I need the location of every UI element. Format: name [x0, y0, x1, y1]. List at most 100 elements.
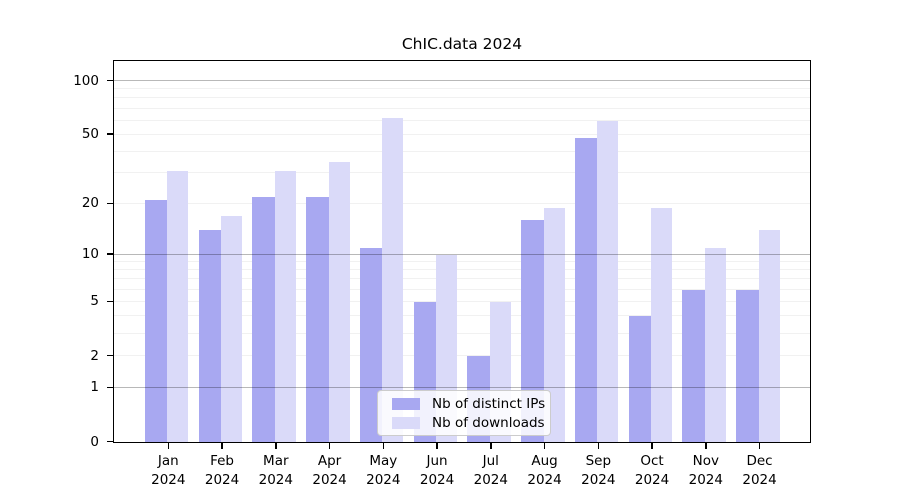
x-tick-year: 2024	[258, 472, 293, 488]
x-tick-month: Apr	[317, 453, 342, 469]
x-tick-label: Nov 2024	[674, 452, 738, 490]
plot-area	[113, 60, 811, 443]
gridline-minor	[114, 97, 810, 99]
x-tick-label: May 2024	[351, 452, 415, 490]
bar-distinct-ips	[682, 289, 705, 442]
x-tick-year: 2024	[312, 472, 347, 488]
y-tick-mark	[107, 386, 113, 389]
chart-title: ChIC.data 2024	[401, 35, 523, 53]
y-tick-mark	[107, 202, 113, 205]
x-tick-mark	[275, 443, 277, 449]
x-tick-month: Jan	[157, 453, 179, 469]
x-axis: Jan 2024 Feb 2024 Mar 2024 Apr 2024 May 2024 Jun 20…	[113, 443, 811, 498]
legend: Nb of distinct IPs Nb of downloads	[377, 390, 551, 436]
bar-distinct-ips	[628, 316, 652, 442]
y-axis: 100 50 20 10 5 2 1 0	[0, 60, 113, 450]
x-tick-month: Sep	[585, 453, 612, 469]
gridline-minor	[114, 269, 810, 271]
x-tick-year: 2024	[151, 472, 186, 488]
y-tick-label: 50	[81, 126, 99, 143]
y-tick-mark	[107, 133, 113, 135]
y-tick-mark	[107, 253, 113, 255]
x-tick-year: 2024	[473, 472, 508, 488]
gridline-minor	[114, 172, 810, 174]
gridline-minor	[114, 133, 810, 135]
legend-label-distinct-ips: Nb of distinct IPs	[432, 395, 546, 412]
legend-item-downloads: Nb of downloads	[386, 416, 545, 430]
y-tick-label: 1	[90, 379, 99, 396]
gridline-minor	[114, 332, 810, 334]
bar-distinct-ips	[144, 200, 168, 442]
x-tick-label: Jan 2024	[136, 452, 200, 490]
y-tick-label: 100	[73, 72, 99, 89]
y-tick-label: 20	[81, 195, 99, 212]
y-tick-mark	[107, 300, 113, 303]
bar-distinct-ips	[736, 289, 759, 442]
x-tick-mark	[758, 443, 761, 449]
bar-downloads	[221, 216, 243, 442]
bar-distinct-ips	[359, 247, 383, 442]
x-tick-label: Jul 2024	[459, 452, 523, 490]
bar-downloads	[543, 207, 565, 442]
x-tick-year: 2024	[581, 472, 616, 488]
bar-downloads	[167, 171, 189, 442]
bar-downloads	[704, 247, 726, 442]
x-tick-mark	[490, 443, 492, 449]
x-tick-month: Dec	[746, 453, 773, 469]
x-tick-month: Aug	[531, 453, 558, 469]
x-tick-mark	[651, 443, 653, 449]
bar-downloads	[597, 120, 619, 442]
bar-downloads	[651, 207, 673, 442]
x-tick-month: Mar	[263, 453, 289, 469]
gridline-major	[114, 386, 810, 388]
x-tick-year: 2024	[419, 472, 455, 488]
bar-downloads	[382, 118, 404, 442]
y-tick-label: 5	[90, 293, 99, 310]
bar-downloads	[274, 171, 296, 442]
x-tick-label: Oct 2024	[620, 452, 684, 490]
gridline-minor	[114, 202, 810, 204]
x-tick-year: 2024	[688, 472, 723, 488]
y-tick-mark	[107, 354, 113, 357]
x-tick-label: Dec 2024	[728, 452, 792, 490]
x-tick-year: 2024	[742, 472, 777, 488]
x-tick-month: Jun	[426, 453, 448, 469]
x-tick-year: 2024	[204, 472, 240, 488]
x-tick-year: 2024	[527, 472, 562, 488]
gridline-minor	[114, 260, 810, 262]
x-tick-year: 2024	[634, 472, 670, 488]
x-tick-year: 2024	[366, 472, 401, 488]
bar-downloads	[758, 230, 780, 442]
x-tick-mark	[328, 443, 331, 449]
gridline-major	[114, 253, 810, 255]
bar-distinct-ips	[252, 196, 275, 442]
x-tick-mark	[221, 443, 223, 449]
x-tick-month: Nov	[692, 453, 719, 469]
gridline-minor	[114, 150, 810, 152]
gridline-major	[114, 80, 810, 82]
y-tick-label: 2	[90, 347, 99, 364]
plot-inner	[114, 61, 810, 442]
x-tick-month: Oct	[640, 453, 664, 469]
bar-distinct-ips	[521, 220, 544, 442]
x-tick-label: Mar 2024	[244, 452, 308, 490]
x-tick-mark	[597, 443, 600, 449]
bar-downloads	[328, 161, 350, 442]
gridline-minor	[114, 300, 810, 302]
bar-distinct-ips	[574, 137, 598, 442]
y-tick-label: 10	[81, 246, 99, 262]
x-tick-month: Feb	[210, 453, 234, 469]
gridline-minor	[114, 88, 810, 90]
gridline-minor	[114, 288, 810, 290]
x-tick-mark	[167, 443, 170, 449]
y-tick-mark	[107, 79, 113, 82]
x-tick-label: Jun 2024	[405, 452, 469, 490]
gridline-minor	[114, 107, 810, 109]
bar-distinct-ips	[306, 196, 329, 442]
x-tick-label: Sep 2024	[566, 452, 630, 490]
gridline-minor	[114, 355, 810, 357]
legend-item-distinct-ips: Nb of distinct IPs	[386, 395, 546, 412]
gridline-minor	[114, 119, 810, 121]
x-tick-mark	[436, 443, 438, 449]
